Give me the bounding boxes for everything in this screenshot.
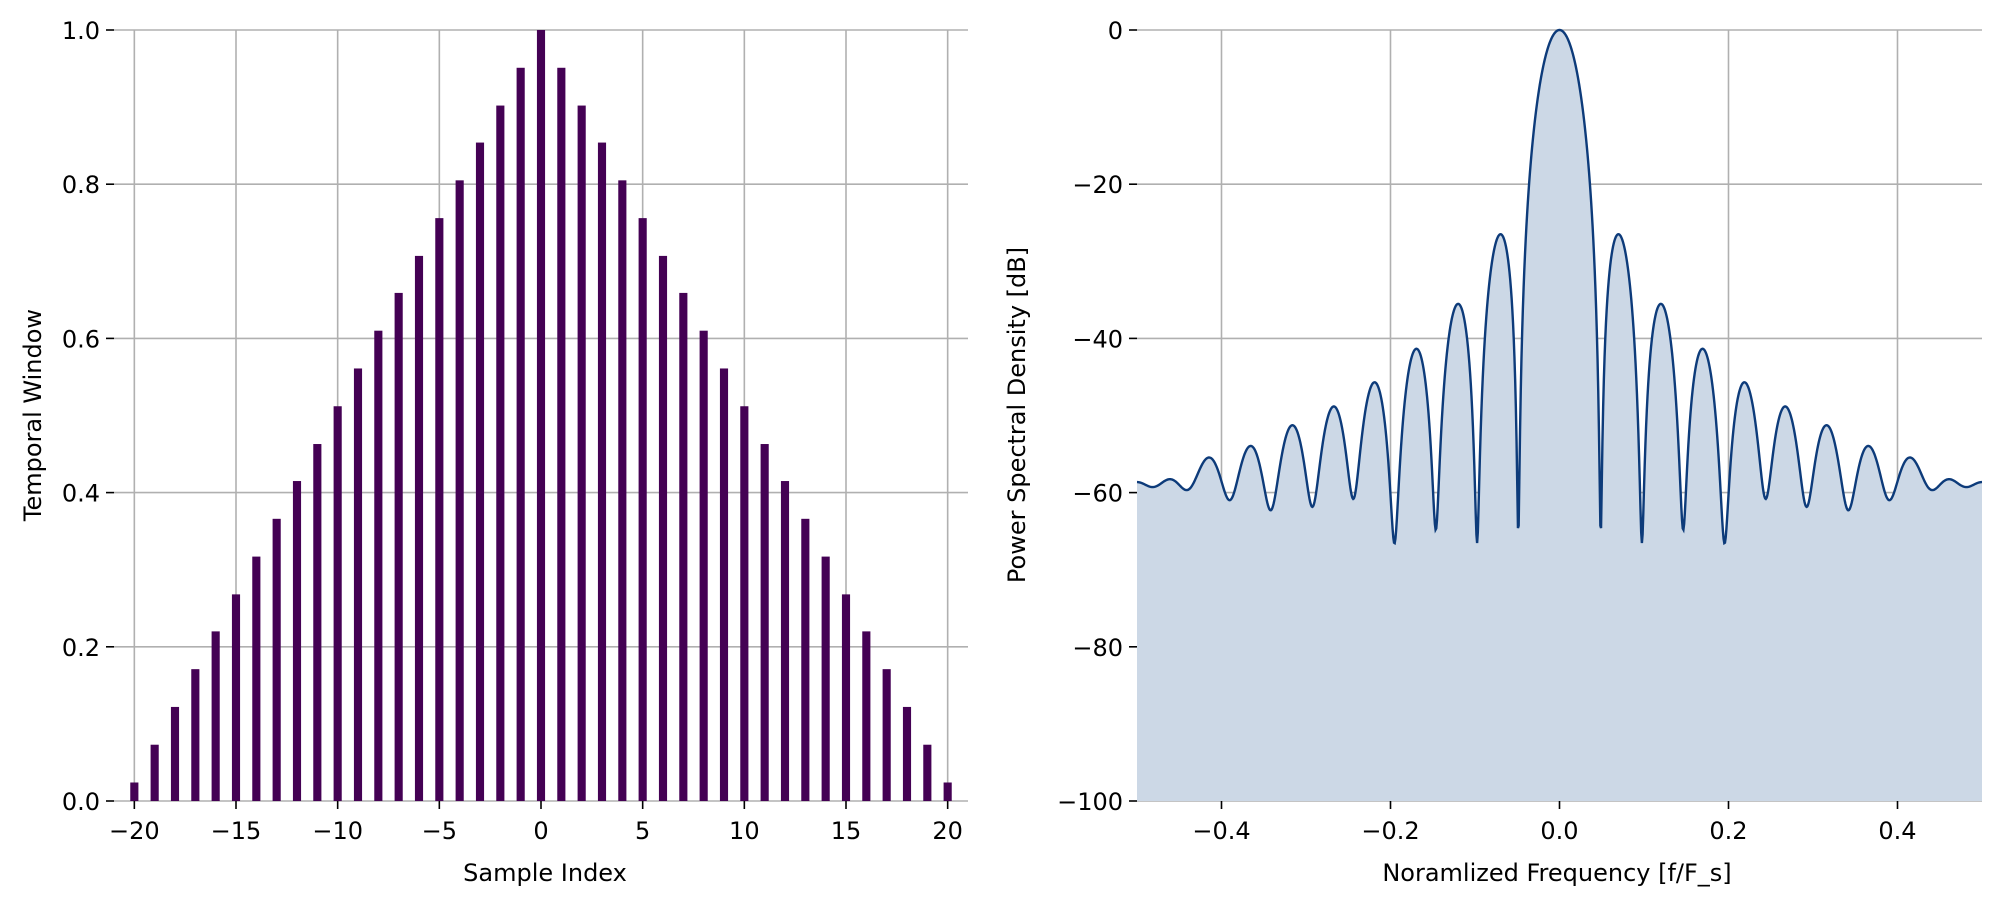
bar (435, 218, 444, 801)
left-x-tick-label: 5 (635, 817, 650, 845)
bar (353, 368, 363, 801)
bar (658, 255, 668, 801)
right-x-tick-label: 0.4 (1878, 817, 1916, 845)
psd-line (1136, 28, 1983, 546)
right-y-tick-label: −60 (1072, 480, 1123, 508)
right-x-axis-label: Noramlized Frequency [f/F_s] (1382, 859, 1731, 887)
bar (252, 556, 261, 801)
left-x-tick-label: 0 (533, 817, 548, 845)
bar (231, 594, 241, 801)
right-x-tick-labels: −0.4 −0.2 0.0 0.2 0.4 (1192, 817, 1916, 845)
bar (496, 105, 505, 802)
right-y-axis-label: Power Spectral Density [dB] (1003, 247, 1031, 583)
bar (516, 67, 525, 802)
bar (740, 406, 749, 801)
right-y-tick-labels: −100 −80 −60 −40 −20 0 (1057, 17, 1123, 816)
right-y-tick-label: −40 (1072, 325, 1123, 353)
left-y-tick-label: 0.6 (62, 325, 100, 353)
bar (760, 444, 769, 801)
right-y-tick-label: −20 (1072, 171, 1123, 199)
bar (130, 782, 139, 801)
left-y-axis-label: Temporal Window (19, 309, 47, 522)
bar (638, 218, 647, 801)
right-y-tick-label: −100 (1057, 788, 1123, 816)
right-x-tick-label: 0.2 (1709, 817, 1747, 845)
left-bars (130, 30, 952, 802)
bar (211, 631, 220, 801)
bar (841, 594, 851, 801)
left-y-tick-label: 0.4 (62, 480, 100, 508)
bar (902, 706, 912, 801)
bar (475, 142, 485, 802)
bar (801, 518, 810, 801)
left-x-tick-label: −5 (422, 817, 457, 845)
bar (923, 744, 932, 801)
bar (150, 744, 159, 801)
right-ticks (1129, 29, 1899, 809)
bar (557, 67, 566, 802)
bar (679, 292, 688, 801)
left-y-tick-label: 0.0 (62, 788, 100, 816)
left-ticks (106, 29, 949, 809)
bar (699, 330, 708, 801)
bar (333, 406, 342, 801)
bar (577, 105, 586, 802)
left-x-tick-labels: −20 −15 −10 −5 0 5 10 15 20 (109, 817, 963, 845)
power-spectral-density-chart: −0.4 −0.2 0.0 0.2 0.4 −100 −80 −60 −40 −20 0 Nora… (1003, 17, 1983, 887)
right-x-tick-label: −0.2 (1361, 817, 1419, 845)
left-x-tick-label: −10 (312, 817, 363, 845)
left-y-tick-label: 1.0 (62, 17, 100, 45)
bar (882, 669, 891, 801)
left-x-axis-label: Sample Index (463, 859, 627, 887)
bar (455, 180, 464, 802)
left-y-tick-label: 0.8 (62, 171, 100, 199)
bar (374, 330, 383, 801)
right-x-tick-label: −0.4 (1192, 817, 1250, 845)
bar (780, 481, 790, 801)
bar (618, 180, 627, 802)
bar (313, 444, 322, 801)
left-y-tick-labels: 0.0 0.2 0.4 0.6 0.8 1.0 (62, 17, 100, 816)
bar (414, 255, 424, 801)
bar (821, 556, 830, 801)
left-x-tick-label: 15 (831, 817, 862, 845)
bar (536, 30, 546, 801)
bar (191, 669, 200, 801)
bar (292, 481, 302, 801)
right-y-tick-label: −80 (1072, 634, 1123, 662)
left-x-tick-label: −20 (109, 817, 160, 845)
left-x-tick-label: −15 (211, 817, 262, 845)
bar (719, 368, 729, 801)
right-x-tick-label: 0.0 (1540, 817, 1578, 845)
bar (170, 706, 180, 801)
bar (394, 292, 403, 801)
left-y-tick-label: 0.2 (62, 634, 100, 662)
bar (862, 631, 871, 801)
bar (943, 782, 952, 801)
temporal-window-chart: −20 −15 −10 −5 0 5 10 15 20 0.0 0.2 0.4 0.6 0.8 1.0 S… (19, 17, 968, 887)
psd-area-fill (1137, 30, 1982, 801)
bar (597, 142, 607, 802)
left-x-tick-label: 20 (932, 817, 963, 845)
left-x-tick-label: 10 (729, 817, 760, 845)
right-y-tick-label: 0 (1108, 17, 1123, 45)
bar (272, 518, 281, 801)
